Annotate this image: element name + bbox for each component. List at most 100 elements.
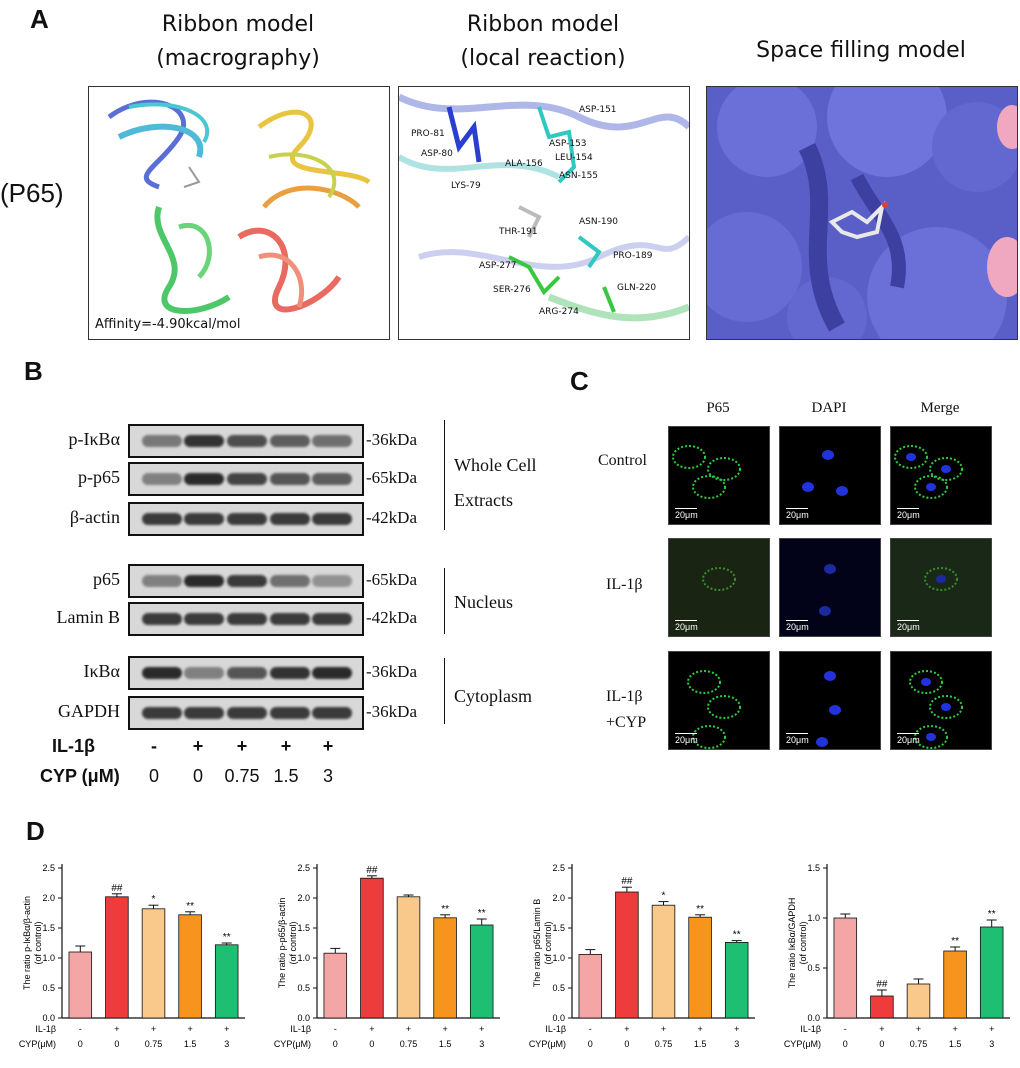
nucleus-shape (926, 733, 936, 741)
cyp-dose: 0 (588, 1039, 593, 1049)
blot-strip (128, 502, 364, 536)
blot-band (312, 575, 352, 587)
blot-band (227, 473, 267, 485)
ribbon-macrography-image: Affinity=-4.90kcal/mol (88, 86, 390, 340)
cytoplasm-bracket (444, 658, 445, 724)
il1b-label: IL-1β (52, 736, 95, 756)
fluorescence-image: 20μm (779, 426, 881, 525)
y-tick-label: 0.5 (807, 963, 820, 973)
y-tick-label: 1.5 (807, 863, 820, 873)
blot-band (270, 613, 310, 625)
cell-shape (894, 445, 928, 469)
blot-kda-label: -36kDa (366, 702, 417, 721)
scale-bar-line (897, 507, 919, 509)
scale-bar-label: 20μm (897, 510, 920, 520)
lane-il1b-mark: + (322, 736, 334, 756)
row-control: Control (598, 452, 647, 469)
scale-bar-label: 20μm (786, 510, 809, 520)
cyp-dose: 0 (624, 1039, 629, 1049)
blot-band (184, 707, 224, 719)
bar (323, 952, 348, 1019)
scale-bar-label: 20μm (786, 735, 809, 745)
scale-bar-line (897, 732, 919, 734)
significance-mark: ## (366, 865, 378, 876)
fluorescence-image: 20μm (890, 426, 992, 525)
whole-cell-bracket (444, 420, 445, 530)
il1b-mark: + (989, 1024, 994, 1034)
nucleus-shape (926, 483, 936, 491)
il1b-mark: + (369, 1024, 374, 1034)
bar (870, 995, 894, 1019)
blot-protein-label: p-IκBα (68, 429, 121, 449)
y-tick-label: 2.5 (552, 863, 565, 873)
cell-shape (802, 482, 814, 492)
blot-band (184, 435, 224, 447)
cell-shape (924, 567, 958, 591)
scale-bar-line (675, 619, 697, 621)
cyp-dose: 1.5 (694, 1039, 707, 1049)
blot-band (227, 513, 267, 525)
scale-bar-line (675, 507, 697, 509)
residue-label: ASP-277 (479, 261, 517, 271)
lane-cyp-dose: 0 (148, 766, 159, 786)
lane-cyp-dose: 1.5 (273, 766, 299, 786)
bar (105, 896, 129, 1019)
il1b-mark: + (479, 1024, 484, 1034)
cyp-row-label: CYP(μM) (529, 1039, 566, 1049)
cell-shape (914, 475, 948, 499)
il1b-mark: + (151, 1024, 156, 1034)
scale-bar-label: 20μm (786, 622, 809, 632)
il1b-mark: - (844, 1024, 847, 1034)
il1b-row-label: IL-1β (35, 1024, 56, 1034)
residue-label: ALA-156 (505, 159, 543, 169)
space-filling-image (706, 86, 1018, 340)
y-tick-label: 0.0 (42, 1013, 55, 1023)
significance-mark: ** (988, 909, 996, 920)
row-il1b: IL-1β (606, 576, 643, 593)
cell-shape (836, 486, 848, 496)
il1b-mark: + (879, 1024, 884, 1034)
y-tick-label: 2.0 (297, 893, 310, 903)
blot-band (270, 667, 310, 679)
scale-bar-label: 20μm (897, 735, 920, 745)
y-axis-label: The ratio p-p65/β-actin (277, 898, 287, 989)
cell-shape (929, 457, 963, 481)
p65-row-label: (P65) (0, 178, 64, 208)
residue-label: ARG-274 (539, 307, 579, 317)
blot-band (142, 435, 182, 447)
lane-il1b-mark: + (236, 736, 248, 756)
cell-shape (824, 564, 836, 574)
blot-kda-label: -36kDa (366, 430, 417, 449)
fluorescence-image: 20μm (890, 538, 992, 637)
residue-label: SER-276 (493, 285, 531, 295)
blot-band (184, 667, 224, 679)
fluorescence-image: 20μm (668, 538, 770, 637)
il1b-mark: - (589, 1024, 592, 1034)
blot-band (312, 473, 352, 485)
y-tick-label: 0.0 (552, 1013, 565, 1023)
residue-label: THR-191 (499, 227, 538, 237)
blot-kda-label: -42kDa (366, 508, 417, 527)
blot-band (227, 575, 267, 587)
scale-bar-label: 20μm (675, 510, 698, 520)
fluorescence-image: 20μm (890, 651, 992, 750)
lane-il1b-mark: + (192, 736, 204, 756)
blot-band (142, 613, 182, 625)
blot-protein-label: IκBα (83, 661, 120, 681)
bar (651, 904, 676, 1019)
il1b-mark: + (442, 1024, 447, 1034)
blot-band (227, 667, 267, 679)
bar-chart: 0.0 0.5 1.0 1.5 2.0 2.5 - 0 ## +0 * +0.75 ** +1.5 ** +3… (529, 863, 755, 1049)
cyp-row-label: CYP(μM) (19, 1039, 56, 1049)
y-tick-label: 1.0 (807, 913, 820, 923)
cyp-dose: 1.5 (949, 1039, 962, 1049)
blot-band (270, 435, 310, 447)
cell-shape (816, 737, 828, 747)
cell-shape (914, 725, 948, 749)
cell-shape (819, 606, 831, 616)
residue-label: GLN-220 (617, 283, 657, 293)
significance-mark: ## (621, 876, 633, 887)
bar (360, 877, 384, 1019)
blot-band (142, 707, 182, 719)
blot-band (312, 435, 352, 447)
